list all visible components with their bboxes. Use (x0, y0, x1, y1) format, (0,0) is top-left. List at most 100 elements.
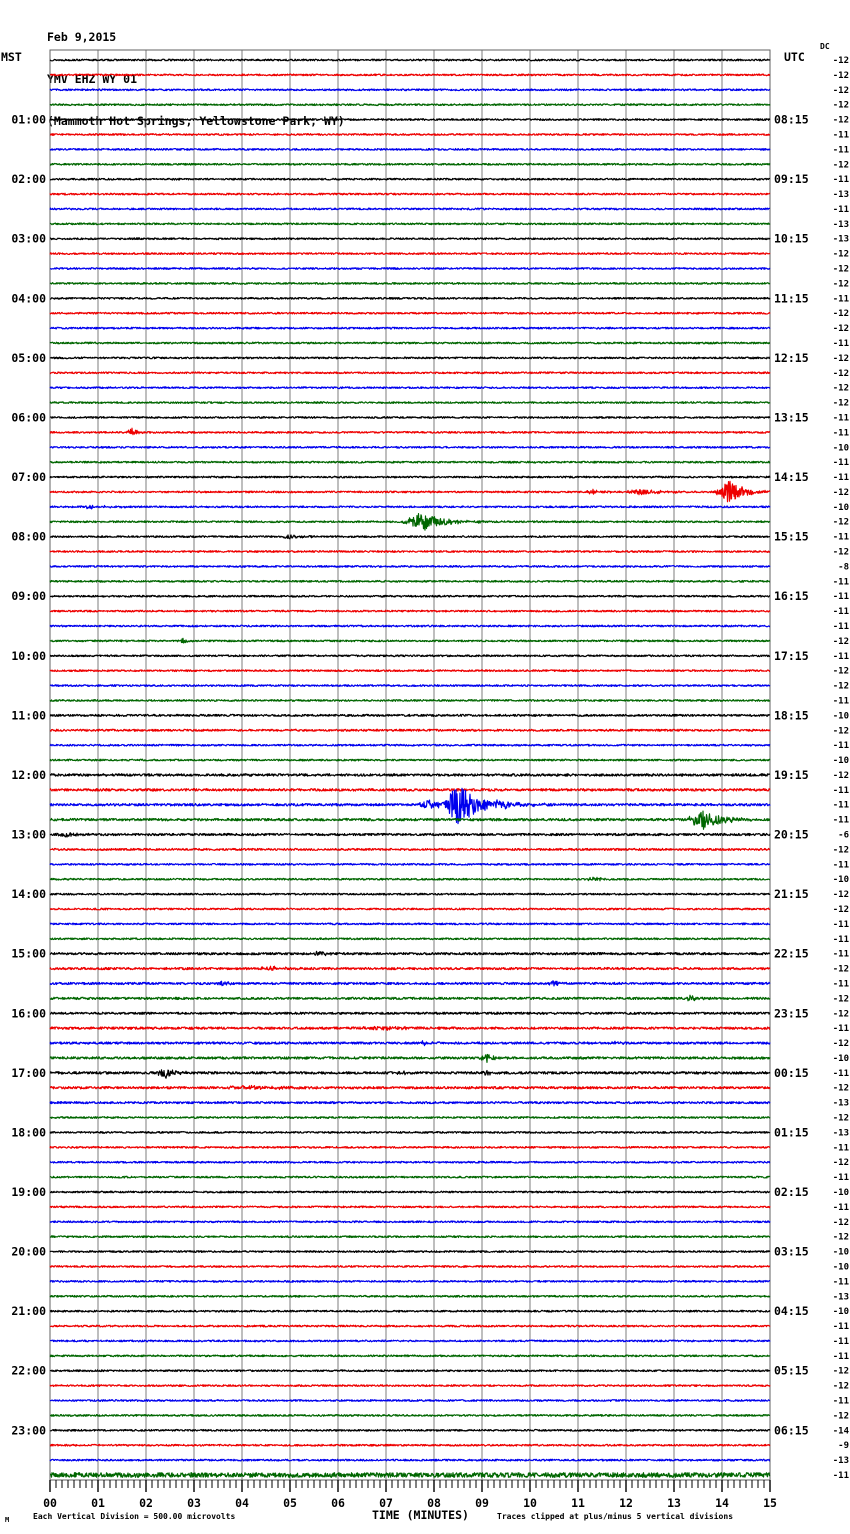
seismogram-trace (49, 427, 771, 436)
seismogram-trace (49, 980, 771, 987)
seismogram-trace (49, 416, 771, 419)
dc-offset-value: -11 (833, 920, 849, 930)
dc-offset-value: -11 (833, 1173, 849, 1183)
seismogram-trace (49, 371, 771, 375)
dc-offset-value: -12 (833, 905, 849, 915)
x-tick-label: 08 (427, 1496, 441, 1510)
seismogram-trace (49, 252, 771, 256)
seismogram-trace (49, 1279, 771, 1283)
utc-hour-label: 23:15 (774, 1006, 809, 1020)
dc-offset-value: -12 (833, 354, 849, 364)
seismogram-trace (49, 773, 771, 777)
seismogram-trace (49, 609, 771, 613)
seismogram-trace (49, 1250, 771, 1254)
seismogram-trace (49, 1354, 771, 1358)
dc-offset-value: -11 (833, 950, 849, 960)
dc-offset-value: -10 (833, 756, 849, 766)
seismogram-trace (49, 480, 771, 503)
mst-hour-label: 02:00 (11, 172, 46, 186)
seismogram-trace (49, 207, 771, 211)
seismogram-trace (49, 237, 771, 241)
utc-hour-label: 10:15 (774, 232, 809, 246)
dc-offset-value: -11 (833, 979, 849, 989)
dc-offset-value: -11 (833, 130, 849, 140)
x-tick-label: 05 (283, 1496, 297, 1510)
title-date: Feb 9,2015 (47, 30, 117, 44)
mst-hour-label: 07:00 (11, 470, 46, 484)
seismogram-trace (49, 1369, 771, 1373)
seismogram-trace (49, 1413, 771, 1417)
seismogram-trace (49, 1339, 771, 1343)
dc-offset-value: -6 (838, 831, 849, 841)
utc-hour-label: 14:15 (774, 470, 809, 484)
dc-offset-value: -11 (833, 607, 849, 617)
seismogram-trace (49, 743, 771, 747)
dc-offset-value: -10 (833, 711, 849, 721)
mst-hour-label: 15:00 (11, 947, 46, 961)
dc-offset-value: -12 (833, 399, 849, 409)
seismogram-trace (49, 1384, 771, 1388)
x-tick-label: 12 (619, 1496, 633, 1510)
seismogram-trace (49, 1472, 771, 1478)
x-axis-title: TIME (MINUTES) (372, 1508, 469, 1522)
seismogram-trace (49, 810, 771, 830)
dc-offset-value: -11 (833, 860, 849, 870)
seismogram-trace (49, 847, 771, 852)
seismogram-trace (49, 1190, 771, 1194)
utc-hour-label: 16:15 (774, 589, 809, 603)
x-tick-label: 07 (379, 1496, 393, 1510)
mst-hour-label: 12:00 (11, 768, 46, 782)
seismogram-trace (49, 1220, 771, 1224)
dc-offset-value: -12 (833, 324, 849, 334)
seismogram-trace (49, 713, 771, 717)
dc-offset-value: -11 (833, 145, 849, 155)
seismogram-trace (49, 564, 771, 568)
seismogram-trace (49, 1235, 771, 1239)
x-tick-label: 11 (571, 1496, 585, 1510)
dc-offset-value: -12 (833, 369, 849, 379)
dc-offset-value: -11 (833, 1397, 849, 1407)
dc-offset-value: -12 (833, 309, 849, 319)
seismogram-trace (49, 504, 771, 510)
x-tick-label: 06 (331, 1496, 345, 1510)
seismogram-trace (49, 1084, 771, 1091)
dc-offset-value: -11 (833, 413, 849, 423)
seismogram-trace (49, 1443, 771, 1447)
seismogram-trace (49, 1205, 771, 1209)
mst-hour-label: 16:00 (11, 1006, 46, 1020)
seismogram-trace (49, 513, 771, 531)
dc-offset-value: -11 (833, 1352, 849, 1362)
utc-hour-label: 12:15 (774, 351, 809, 365)
dc-offset-value: -11 (833, 1277, 849, 1287)
seismogram-trace (49, 1145, 771, 1149)
seismogram-trace (49, 699, 771, 702)
x-tick-label: 04 (235, 1496, 249, 1510)
seismogram-trace (49, 1458, 771, 1462)
dc-offset-value: -11 (833, 652, 849, 662)
x-tick-label: 00 (43, 1496, 57, 1510)
dc-offset-value: -11 (833, 696, 849, 706)
seismogram-trace (49, 624, 771, 628)
seismogram-trace (49, 1025, 771, 1031)
scale-note: Each Vertical Division = 500.00 microvol… (33, 1512, 236, 1521)
dc-offset-value: -12 (833, 845, 849, 855)
seismogram-trace (49, 637, 771, 644)
dc-offset-value: -11 (833, 1471, 849, 1481)
dc-offset-value: -12 (833, 56, 849, 66)
mst-hour-label: 05:00 (11, 351, 46, 365)
mst-hour-label: 14:00 (11, 887, 46, 901)
dc-offset-value: -11 (833, 592, 849, 602)
x-tick-label: 10 (523, 1496, 537, 1510)
dc-offset-value: -12 (833, 637, 849, 647)
dc-offset-value: -12 (833, 726, 849, 736)
utc-hour-label: 18:15 (774, 708, 809, 722)
x-tick-label: 14 (715, 1496, 729, 1510)
seismogram-trace (49, 73, 771, 77)
seismogram-trace (49, 758, 771, 762)
seismogram-trace (49, 58, 771, 62)
dc-offset-value: -11 (833, 294, 849, 304)
seismogram-trace (49, 133, 771, 136)
dc-offset-value: -12 (833, 965, 849, 975)
